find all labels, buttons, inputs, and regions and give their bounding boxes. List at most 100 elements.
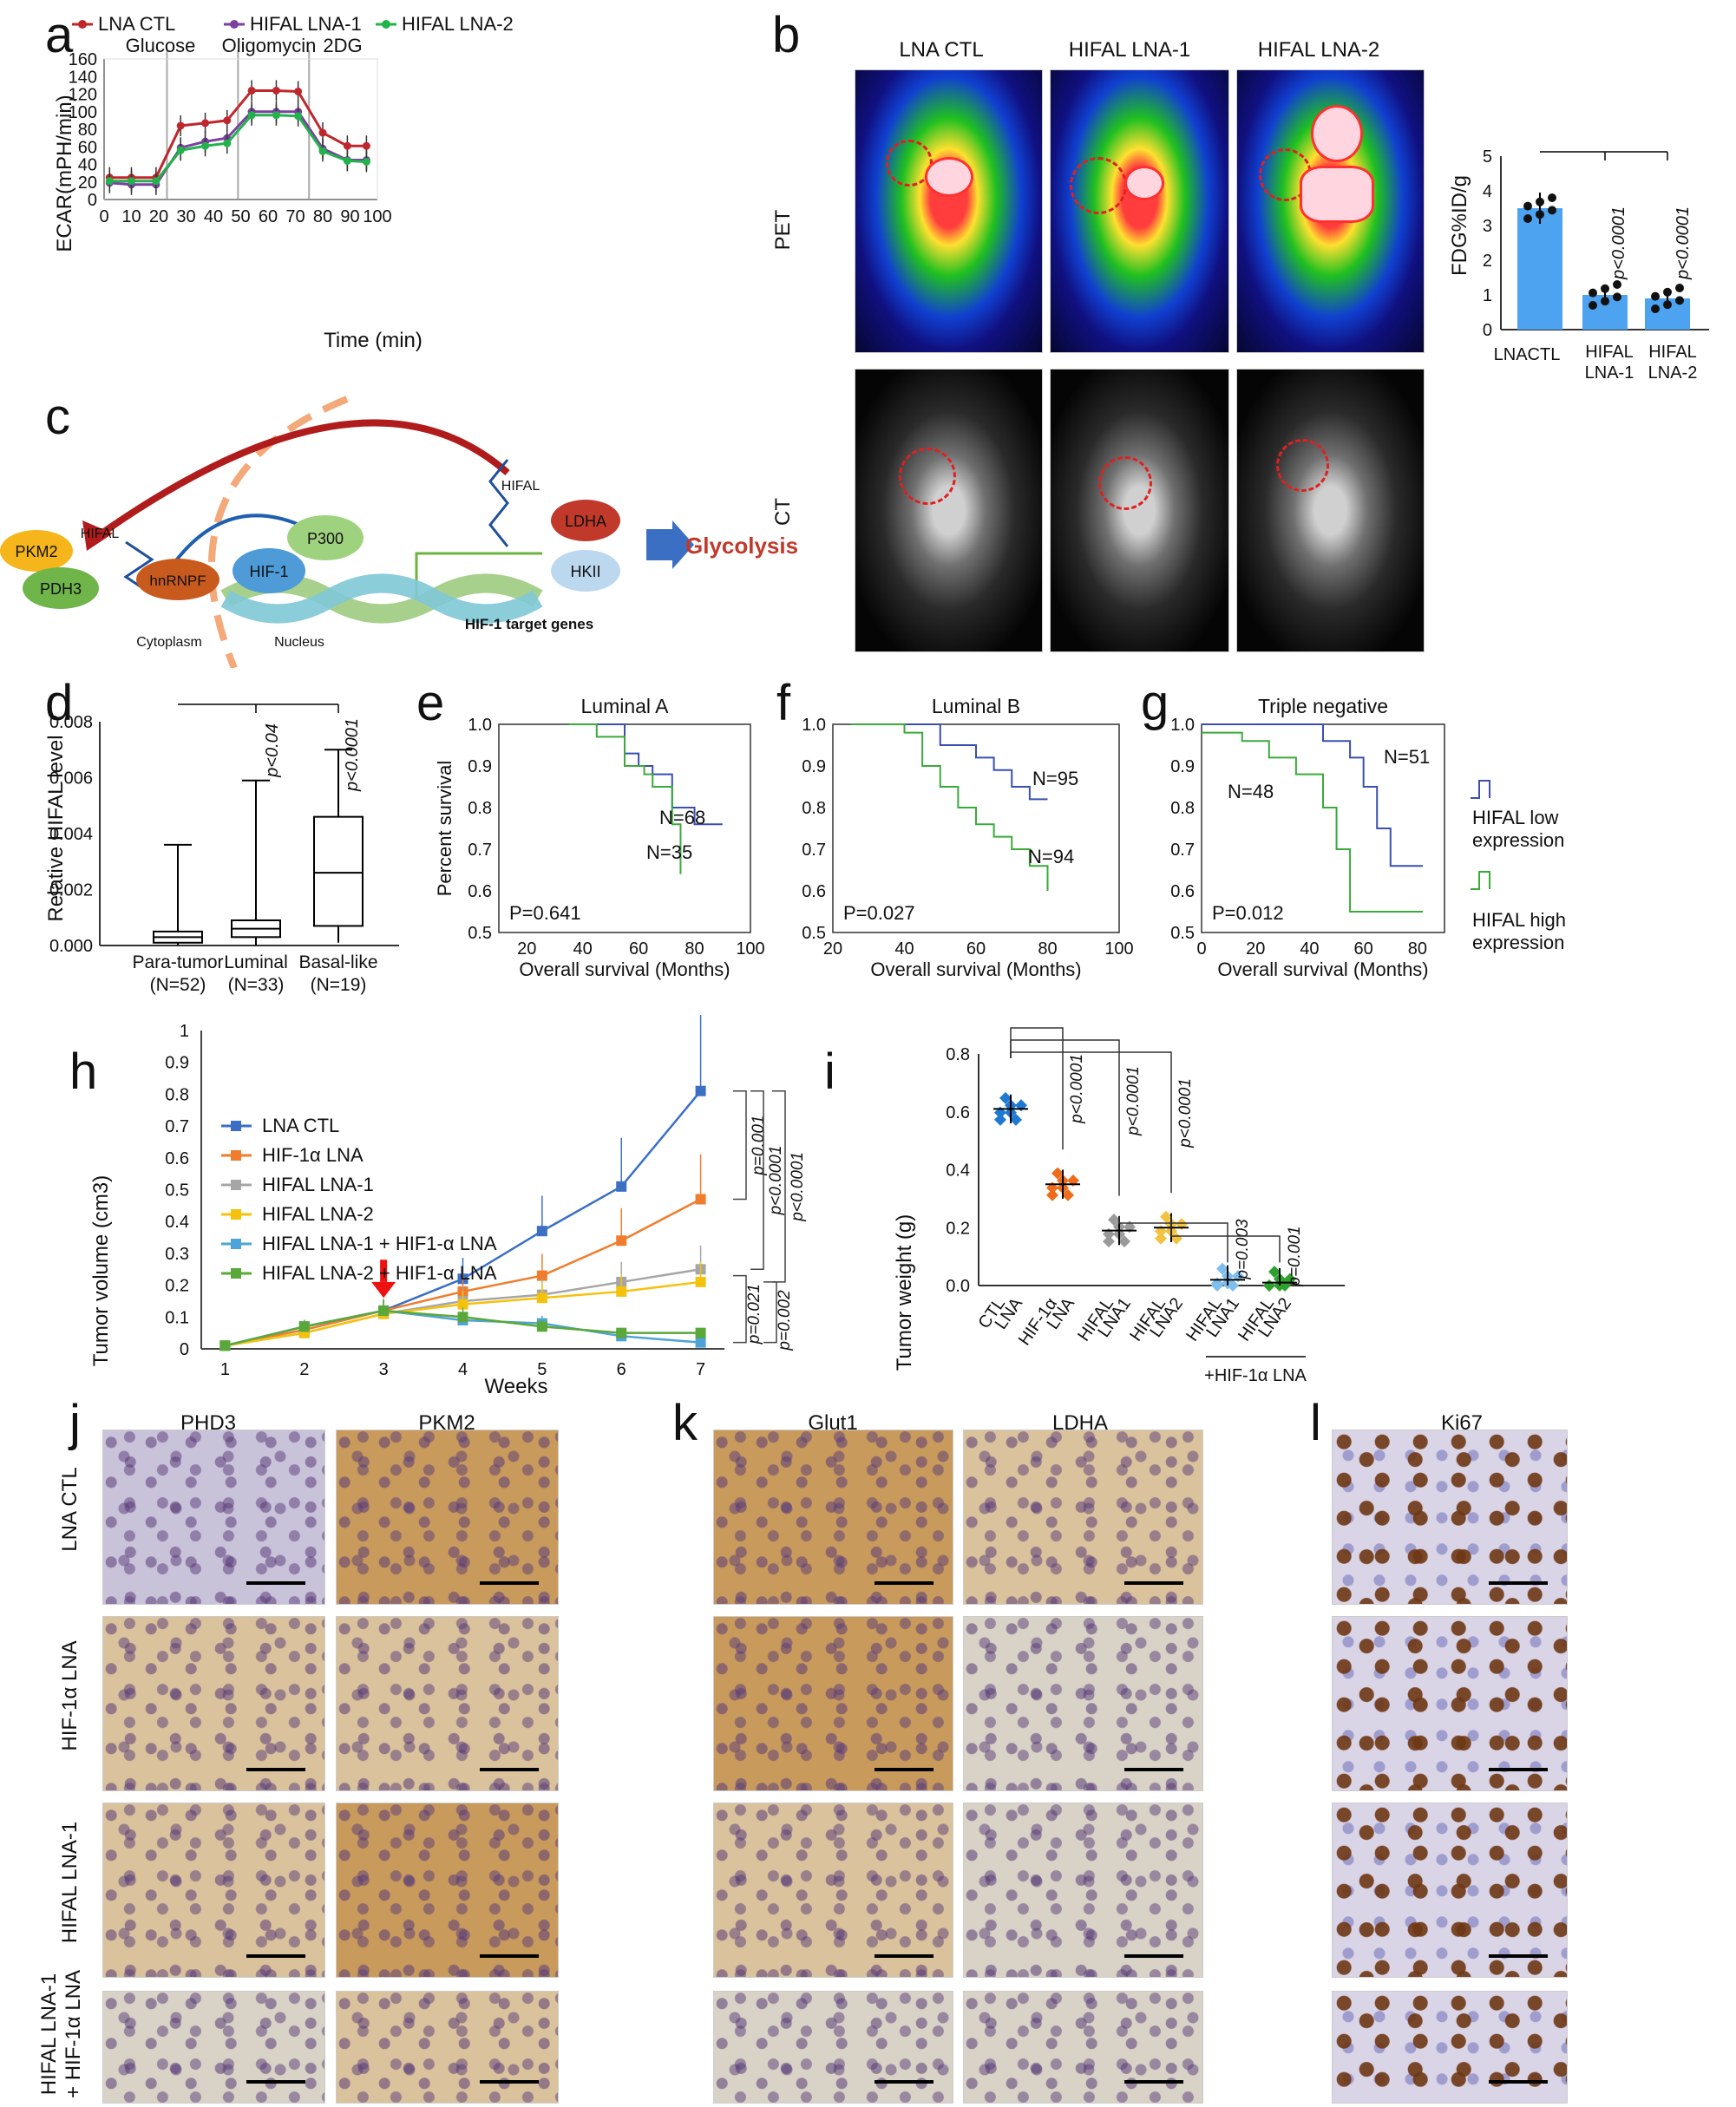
survival-ytick: 0.6 xyxy=(468,882,492,901)
a-xtick-label: 70 xyxy=(285,207,305,226)
nucleus-label: Nucleus xyxy=(274,635,324,650)
ihc-image-pkm2-row3 xyxy=(336,1803,559,1978)
survival-ytick: 0.7 xyxy=(1170,841,1195,860)
a-ytick-label: 120 xyxy=(69,86,97,105)
scale-bar xyxy=(1489,2080,1548,2084)
b-dot xyxy=(1589,301,1597,310)
survival-xlabel: Overall survival (Months) xyxy=(1217,959,1428,980)
b-category-label: LNACTL xyxy=(1494,345,1561,364)
b-dot xyxy=(1536,197,1544,206)
i-data-point xyxy=(1227,1279,1239,1292)
panel-e-chart: e Luminal A 0.5 0.6 0.7 0.8 0.9 1.0 20 40 60 80 100 O… xyxy=(416,675,765,980)
scale-bar xyxy=(480,1954,539,1958)
panel-d-ylabel: Relative HIFAL level xyxy=(44,735,68,921)
a-legend-marker xyxy=(78,20,87,29)
ihc-image-phd3-row4 xyxy=(102,1991,325,2104)
panel-a-ylabel: ECAR(mPH/min) xyxy=(53,95,76,252)
scale-bar xyxy=(480,1768,539,1771)
panel-letter-e: e xyxy=(416,675,444,731)
i-data-point xyxy=(1160,1210,1172,1223)
h-data-point xyxy=(695,1276,706,1287)
h-ytick-label: 0.2 xyxy=(165,1277,189,1296)
ihc-image-ldha-row2 xyxy=(963,1616,1203,1791)
a-data-point xyxy=(247,86,256,95)
panel-letter-b: b xyxy=(772,7,800,63)
a-xtick-label: 80 xyxy=(313,207,332,226)
h-pval: p=0.001 xyxy=(750,1116,768,1176)
legend-high-label: HIFAL high xyxy=(1472,909,1566,931)
survival-xtick: 20 xyxy=(823,939,842,959)
b-dot xyxy=(1663,287,1672,297)
h-data-point xyxy=(695,1327,706,1338)
pdh3-molecule xyxy=(23,567,99,609)
ldha-label: LDHA xyxy=(565,513,606,530)
i-ytick-label: 0.8 xyxy=(946,1045,970,1064)
survival-n-high: N=95 xyxy=(1032,768,1078,789)
i-ytick-label: 0.4 xyxy=(946,1161,970,1181)
panel-letter-f: f xyxy=(776,675,791,731)
survival-ytick: 1.0 xyxy=(1170,716,1195,735)
hkii-label: HKII xyxy=(570,563,600,580)
survival-n-high: N=51 xyxy=(1384,746,1430,768)
a-legend-marker xyxy=(230,20,239,29)
panel-letter-i: i xyxy=(824,1044,835,1100)
h-ytick-label: 0.3 xyxy=(165,1245,189,1264)
h-data-point xyxy=(457,1299,468,1310)
b-dot xyxy=(1613,292,1621,302)
b-dot xyxy=(1523,201,1532,211)
a-data-point xyxy=(272,111,280,120)
survival-ytick: 0.5 xyxy=(468,924,492,943)
panel-i-ylabel: Tumor weight (g) xyxy=(893,1214,916,1371)
ihc-image-ldha-row3 xyxy=(963,1803,1203,1978)
d-ytick-label: 0.008 xyxy=(49,713,93,732)
h-legend-label: HIFAL LNA-1 + HIF1-α LNA xyxy=(262,1233,497,1254)
survival-xtick: 100 xyxy=(736,939,764,959)
h-xtick-label: 1 xyxy=(220,1360,230,1379)
h-data-point xyxy=(616,1235,627,1247)
a-series-line xyxy=(109,88,367,180)
ihc-image-ki67-row2 xyxy=(1332,1616,1568,1791)
ihc-image-glut1-row2 xyxy=(713,1616,953,1791)
scale-bar xyxy=(1489,1954,1548,1958)
b-ytick-label: 5 xyxy=(1483,147,1492,167)
d-group-label: Basal-like xyxy=(298,952,377,972)
a-xtick-label: 20 xyxy=(149,207,168,226)
h-ytick-label: 0.7 xyxy=(165,1117,189,1136)
a-xtick-label: 0 xyxy=(99,207,108,226)
h-xtick-label: 3 xyxy=(379,1360,389,1379)
ihc-image-ki67-row3 xyxy=(1332,1803,1568,1978)
b-ytick-label: 0 xyxy=(1483,321,1492,340)
panel-letter-k: k xyxy=(672,1395,698,1451)
panel-b-labels: b LNA CTL HIFAL LNA-1 HIFAL LNA-2 PET CT xyxy=(772,7,1379,526)
panel-j-row-2: HIF-1α LNA xyxy=(58,1640,82,1750)
ihc-image-pkm2-row4 xyxy=(336,1991,559,2104)
survival-pvalue: P=0.012 xyxy=(1212,902,1284,924)
h-pval: p<0.0001 xyxy=(789,1152,807,1222)
survival-title: Luminal B xyxy=(932,695,1020,717)
a-data-point xyxy=(176,121,185,130)
b-category-label: LNA-1 xyxy=(1585,363,1634,383)
nuclear-membrane xyxy=(207,396,349,668)
a-ytick-label: 20 xyxy=(78,173,97,193)
h-xtick-label: 6 xyxy=(617,1360,626,1379)
a-series-line xyxy=(109,114,367,183)
a-data-point xyxy=(294,112,303,121)
b-dot xyxy=(1675,284,1684,292)
scale-bar xyxy=(875,1954,934,1958)
survival-n-low: N=35 xyxy=(646,841,692,863)
survival-ytick: 0.8 xyxy=(1170,799,1195,818)
hif1-molecule xyxy=(233,548,305,593)
i-data-point xyxy=(1216,1262,1228,1275)
d-ytick-label: 0.002 xyxy=(49,881,93,900)
d-ytick-label: 0.004 xyxy=(49,825,93,844)
a-xtick-label: 40 xyxy=(204,207,223,226)
i-pval: p<0.0001 xyxy=(1176,1078,1195,1148)
a-ytick-label: 0 xyxy=(88,191,97,210)
h-xtick-label: 2 xyxy=(299,1360,309,1379)
legend-low-label: expression xyxy=(1472,829,1564,851)
b-dot xyxy=(1548,193,1556,202)
survival-xtick: 100 xyxy=(1104,939,1133,959)
i-sig-bracket xyxy=(1118,1215,1228,1263)
h-legend-label: HIFAL LNA-2 xyxy=(262,1203,374,1225)
